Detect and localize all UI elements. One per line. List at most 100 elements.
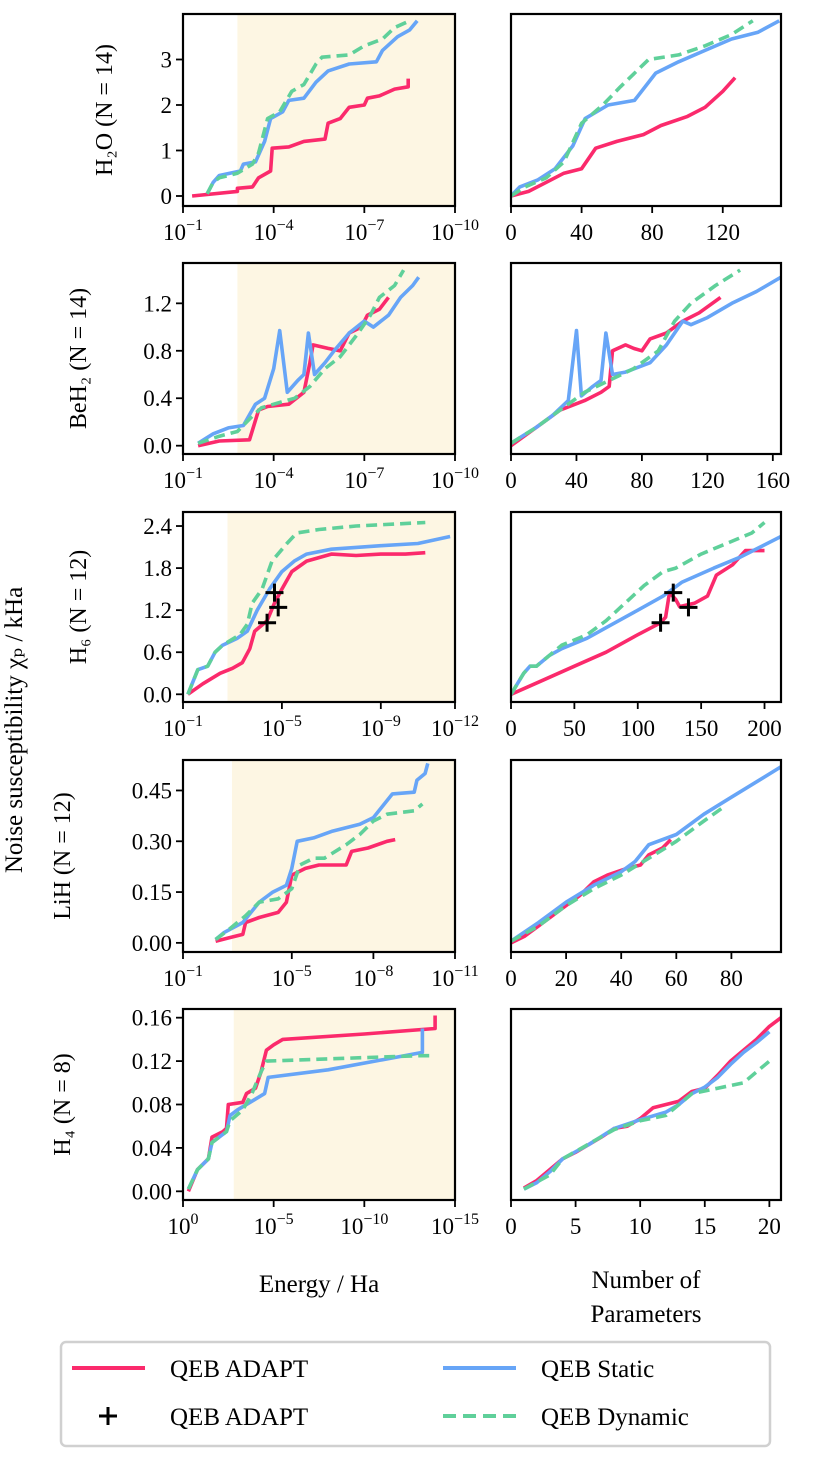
panel-row4-energy: 100 10−5 10−10 10−15 0.00 0.04 0.08 0.12 0.16 H₄ …	[50, 1006, 479, 1239]
x-tick-label: 10	[629, 1214, 652, 1239]
adapt-marker-plus	[679, 598, 698, 617]
y-tick-label: 2	[161, 93, 173, 118]
x-tick-label: 10−1	[163, 713, 203, 741]
x-tick-label: 10−10	[340, 1211, 388, 1239]
x-tick-label: 10−10	[431, 465, 479, 493]
y-tick-label: 2.4	[143, 514, 172, 539]
x-tick-label: 0	[505, 468, 517, 493]
x-tick-label: 20	[758, 1214, 781, 1239]
axes-frame	[181, 510, 457, 704]
panel-row3-params: 0 20 40 60 80	[505, 758, 783, 991]
x-tick-label: 150	[684, 716, 719, 741]
x-tick-label: 10−1	[163, 465, 203, 493]
y-tick-label: 0.30	[132, 829, 172, 854]
adapt-marker-plus	[265, 583, 284, 602]
series-adapt-line	[511, 548, 765, 696]
x-tick-label: 10−5	[272, 963, 312, 991]
x-tick-label: 10−7	[344, 217, 384, 245]
x-tick-label: 0	[505, 716, 517, 741]
series-static-line	[523, 1030, 771, 1191]
panel-row2-energy: 10−1 10−5 10−9 10−12 0.0 0.6 1.2 1.8 2.4 H₆ (N = …	[66, 510, 479, 741]
x-tick-label: 10−5	[262, 713, 302, 741]
x-tick-label: 80	[630, 468, 653, 493]
adapt-marker-plus	[651, 613, 670, 632]
x-tick-label: 10−10	[431, 217, 479, 245]
legend: QEB ADAPT QEB Static QEB ADAPT QEB Dynamic	[59, 1340, 772, 1448]
row-ylabel: H₆ (N = 12)	[66, 550, 92, 665]
series-dynamic-line	[511, 19, 754, 198]
panel-row0-energy: 10−1 10−4 10−7 10−10 0 1 2 3 H₂O (N = 14)	[92, 12, 479, 245]
y-tick-label: 1.8	[143, 556, 172, 581]
adapt-marker-plus	[258, 613, 277, 632]
y-tick-label: 1.2	[143, 598, 172, 623]
series-dynamic-line	[523, 1056, 774, 1191]
legend-label: QEB Static	[541, 1356, 654, 1383]
series-adapt-line	[186, 550, 426, 696]
series-dynamic-line	[511, 805, 725, 943]
panel-row1-params: 0 40 80 120 160	[505, 261, 791, 493]
x-tick-label: 10−7	[344, 465, 384, 493]
adapt-marker-plus	[269, 598, 288, 617]
x-tick-label: 10−4	[254, 217, 294, 245]
series-dynamic-line	[186, 520, 426, 695]
y-tick-label: 0.6	[143, 640, 172, 665]
x-tick-label: 50	[563, 716, 586, 741]
axes-frame	[181, 12, 457, 208]
series-adapt-line	[215, 837, 396, 943]
y-tick-label: 1	[161, 138, 173, 163]
xlabel-energy: Energy / Ha	[259, 1271, 379, 1298]
x-tick-label: 200	[747, 716, 782, 741]
y-tick-label: 0.16	[132, 1006, 172, 1031]
x-tick-label: 40	[610, 966, 633, 991]
x-tick-label: 0	[505, 1214, 517, 1239]
series-static-line	[511, 275, 781, 445]
x-tick-label: 40	[570, 220, 593, 245]
y-tick-label: 0.0	[143, 682, 172, 707]
axes-frame	[181, 261, 457, 456]
chemical-accuracy-shade	[237, 263, 455, 454]
row-ylabel: H₄ (N = 8)	[50, 1053, 76, 1156]
x-tick-label: 80	[720, 966, 743, 991]
x-tick-label: 120	[706, 220, 741, 245]
x-tick-label: 160	[756, 468, 791, 493]
series-adapt-line	[191, 78, 411, 198]
legend-item: QEB Dynamic	[443, 1404, 689, 1431]
y-tick-label: 3	[161, 47, 173, 72]
y-tick-label: 1.2	[143, 291, 172, 316]
series-dynamic-line	[197, 269, 406, 446]
y-tick-label: 0.04	[132, 1136, 173, 1161]
y-tick-label: 0.00	[132, 931, 172, 956]
series-dynamic-line	[511, 268, 742, 445]
series-adapt-line	[511, 838, 673, 945]
x-tick-label: 40	[565, 468, 588, 493]
series-static-line	[511, 534, 781, 696]
legend-box	[59, 1340, 772, 1448]
panel-row3-energy: 10−1 10−5 10−8 10−11 0.00 0.15 0.30 0.45 LiH (N …	[50, 758, 479, 991]
series-adapt-line	[522, 1016, 781, 1190]
panel-row1-energy: 10−1 10−4 10−7 10−10 0.0 0.4 0.8 1.2 BeH₂ (N = 1…	[66, 261, 479, 493]
x-tick-label: 60	[665, 966, 688, 991]
axes-frame	[509, 510, 783, 704]
series-static-line	[197, 276, 421, 445]
panel-row0-params: 0 40 80 120	[505, 12, 783, 245]
x-tick-label: 120	[690, 468, 725, 493]
y-tick-label: 0.15	[132, 880, 172, 905]
x-tick-label: 10−9	[361, 713, 401, 741]
series-static-line	[511, 765, 781, 943]
x-tick-label: 10−15	[431, 1211, 479, 1239]
x-tick-label: 80	[641, 220, 664, 245]
row-ylabel: BeH₂ (N = 14)	[66, 288, 92, 429]
legend-item: QEB ADAPT	[99, 1404, 308, 1431]
x-tick-label: 20	[555, 966, 578, 991]
series-adapt-line	[511, 76, 737, 198]
legend-label: QEB ADAPT	[170, 1404, 308, 1431]
x-tick-label: 10−1	[163, 963, 203, 991]
axes-frame	[509, 758, 783, 954]
xlabel-params-line2: Parameters	[590, 1301, 701, 1328]
x-tick-label: 10−4	[254, 465, 294, 493]
x-tick-label: 10−11	[431, 963, 478, 991]
panel-row4-params: 0 5 10 15 20	[505, 1007, 783, 1239]
chemical-accuracy-shade	[233, 1009, 455, 1200]
